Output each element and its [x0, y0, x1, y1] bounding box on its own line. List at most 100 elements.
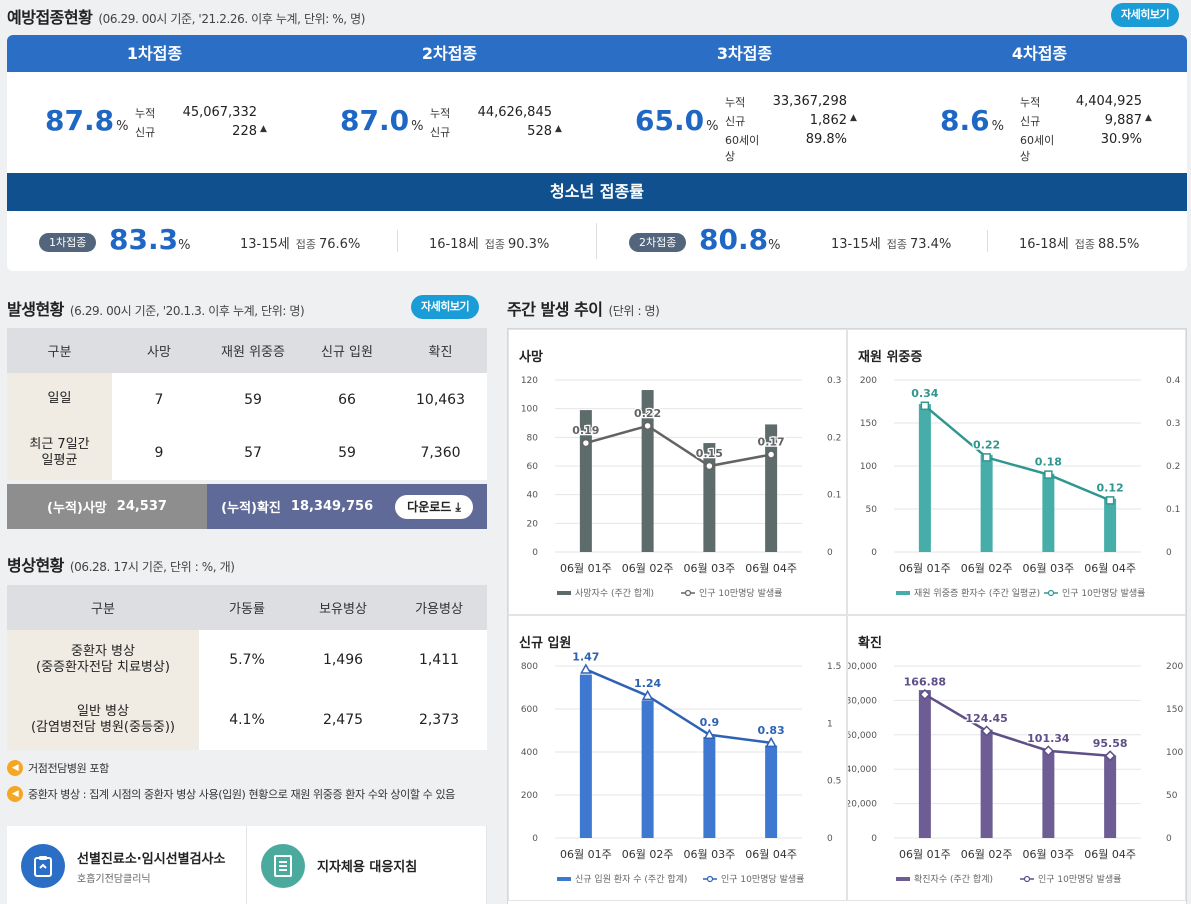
- data-label: 0.34: [911, 387, 938, 400]
- y2-tick-label: 0.2: [1166, 462, 1180, 472]
- legend-label: 인구 10만명당 발생률: [699, 588, 782, 599]
- col-header: 확진: [394, 328, 487, 373]
- cell: 1,496: [322, 652, 364, 668]
- legend-label: 확진자수 (주간 합계): [914, 873, 993, 885]
- y-tick-label: 100,000: [848, 662, 877, 672]
- rate-point: [920, 401, 930, 411]
- vacc-subtitle: (06.29. 00시 기준, '21.2.26. 이후 누계, 단위: %, …: [98, 12, 366, 26]
- teen-title: 청소년 접종률: [7, 173, 1187, 211]
- y2-tick-label: 0.5: [827, 777, 841, 787]
- x-tick-label: 06월 01주: [899, 562, 951, 575]
- dose-label: 4차접종: [1011, 44, 1068, 63]
- y-tick-label: 20: [527, 519, 539, 529]
- quick-links: 선별진료소·임시선별검사소 호흡기전담클리닉 지자체용 대응지침: [7, 826, 487, 904]
- y2-tick-label: 100: [1166, 748, 1183, 758]
- x-tick-label: 06월 04주: [745, 848, 797, 861]
- x-tick-label: 06월 03주: [684, 848, 736, 861]
- y2-tick-label: 0.1: [827, 491, 841, 501]
- legend-swatch: [896, 877, 910, 881]
- data-label: 0.17: [758, 436, 785, 449]
- legend-swatch: [896, 591, 910, 595]
- cell: 66: [338, 391, 356, 408]
- data-label: 0.22: [634, 407, 661, 420]
- clipboard-icon: [21, 844, 65, 888]
- speaker-icon: ◀: [7, 760, 23, 776]
- rate-point: [705, 461, 714, 471]
- data-label: 0.18: [1035, 456, 1062, 469]
- note: ◀ 중환자 병상 : 집계 시점의 중환자 병상 사용(입원) 현황으로 재원 위…: [7, 786, 455, 802]
- y-tick-label: 20,000: [848, 800, 877, 810]
- dose-label: 3차접종: [716, 44, 773, 63]
- chart-title: 재원 위중증: [858, 350, 923, 365]
- x-tick-label: 06월 02주: [622, 848, 674, 861]
- dose-row: 누적 45,067,332: [135, 105, 257, 120]
- rate-line: [924, 404, 1111, 502]
- y-tick-label: 100: [521, 405, 538, 415]
- rate-point: [1104, 750, 1116, 762]
- dose-row: 신규 1,862 ▲: [725, 113, 857, 128]
- legend-label: 재원 위중증 환자수 (주간 일평균): [914, 587, 1040, 599]
- cell: 7: [154, 391, 164, 408]
- cell: 4.1%: [229, 712, 265, 728]
- link-local-guideline[interactable]: 지자체용 대응지침: [247, 826, 487, 904]
- chart-title: 신규 입원: [519, 636, 572, 651]
- x-tick-label: 06월 02주: [961, 562, 1013, 575]
- divider: [596, 223, 597, 259]
- cell: 7,360: [420, 445, 461, 461]
- teen-stat: 16-18세 접종 88.5%: [1019, 237, 1140, 252]
- table-header-row: 구분 가동률 보유병상 가용병상: [7, 585, 487, 630]
- divider: [397, 230, 398, 252]
- bar: [703, 443, 716, 552]
- legend-label: 신규 입원 환자 수 (주간 합계): [575, 873, 687, 885]
- legend-marker: [1047, 589, 1055, 597]
- data-label: 166.88: [904, 675, 946, 688]
- link-screening-clinic[interactable]: 선별진료소·임시선별검사소 호흡기전담클리닉: [7, 826, 247, 904]
- chart-confirmed: 0 20,000 40,000 60,000 80,000 100,000 0 50 100 15…: [848, 662, 1183, 885]
- download-button[interactable]: 다운로드 ⤓: [395, 494, 473, 519]
- y-tick-label: 40: [527, 491, 539, 501]
- y-tick-label: 60: [527, 462, 539, 472]
- dose-cell-3: 65.0% 누적 33,367,298 신규 1,862 ▲ 60세이상 89.8%: [597, 72, 892, 208]
- dose-pct: 8.6%: [940, 104, 1004, 137]
- teen-stat: 13-15세 접종 73.4%: [831, 237, 952, 252]
- bar: [641, 390, 654, 552]
- col-header: 보유병상: [295, 585, 391, 630]
- cum-death: (누적)사망 24,537: [7, 484, 207, 529]
- download-icon: ⤓: [455, 499, 461, 514]
- chart-panel-admissions: 신규 입원 0 200 400 600 800 0 0.5 1 1.5 06월 01주 06월 02…: [508, 615, 847, 901]
- bar: [1042, 750, 1055, 838]
- vacc-panel: 1차접종 2차접종 3차접종 4차접종 87.8% 누적 45,067,332 신…: [7, 35, 1187, 271]
- weekly-subtitle: (단위 : 명): [608, 304, 660, 318]
- cell: 2,475: [322, 712, 364, 728]
- legend-label: 인구 10만명당 발생률: [1038, 874, 1121, 885]
- occur-more-button[interactable]: 자세히보기: [411, 295, 480, 319]
- weekly-header: 주간 발생 추이 (단위 : 명): [507, 296, 660, 320]
- y2-tick-label: 1.5: [827, 662, 841, 672]
- teen-row: 1차접종 83.3% 13-15세 접종 76.6% 16-18세 접종 90.3% 2…: [7, 211, 1187, 271]
- vacc-more-button[interactable]: 자세히보기: [1111, 3, 1180, 27]
- legend-marker: [706, 875, 714, 883]
- y2-tick-label: 0.3: [1166, 419, 1180, 429]
- col-header: 사망: [112, 328, 206, 373]
- x-tick-label: 06월 02주: [961, 848, 1013, 861]
- data-label: 124.45: [965, 712, 1007, 725]
- data-label: 95.58: [1093, 737, 1128, 750]
- y-tick-label: 0: [532, 834, 538, 844]
- teen-pct: 80.8%: [699, 223, 781, 256]
- teen-stat: 13-15세 접종 76.6%: [240, 237, 361, 252]
- y-tick-label: 120: [521, 376, 538, 386]
- weekly-title: 주간 발생 추이: [507, 300, 603, 319]
- y-tick-label: 0: [871, 834, 877, 844]
- data-label: 101.34: [1027, 732, 1070, 745]
- cell: 9: [154, 445, 164, 461]
- y-tick-label: 150: [860, 419, 877, 429]
- row-label: 최근 7일간 일평균: [7, 426, 112, 480]
- y-tick-label: 60,000: [848, 731, 877, 741]
- beds-table: 구분 가동률 보유병상 가용병상 중환자 병상 (중증환자전담 치료병상) 5.…: [7, 585, 487, 750]
- legend-label: 사망자수 (주간 합계): [575, 587, 654, 599]
- chart-deaths: 0 20 40 60 80 100 120 0 0.1 0.2 0.3 06월 01주 06월 02주 0…: [521, 376, 842, 599]
- beds-title: 병상현황: [7, 556, 64, 575]
- legend-swatch: [557, 877, 571, 881]
- y-tick-label: 80: [527, 433, 539, 443]
- weekly-charts: 사망 0 20 40 60 80 100 120 0 0.1 0.2 0.3 06월 01주 06월 0…: [507, 328, 1187, 904]
